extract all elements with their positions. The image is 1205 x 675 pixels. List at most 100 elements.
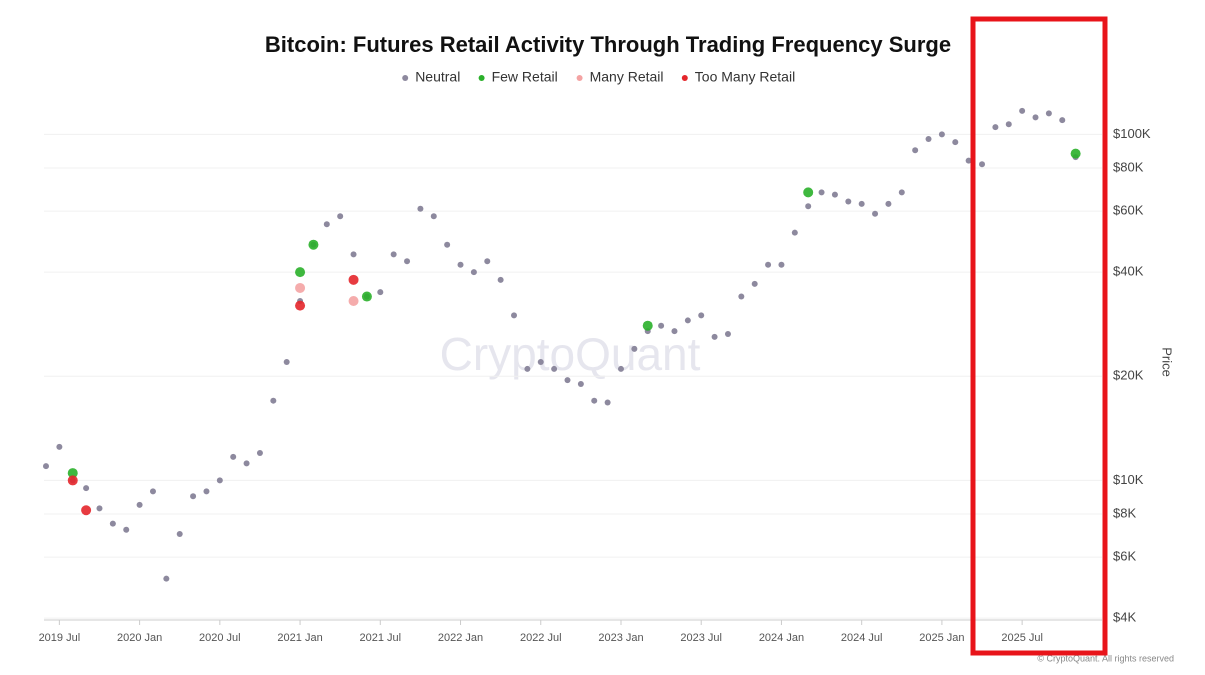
point	[765, 261, 772, 268]
point	[751, 280, 758, 287]
point	[524, 365, 531, 372]
point	[361, 291, 372, 302]
point	[698, 312, 705, 319]
x-tick-label: 2021 Jan	[277, 632, 322, 644]
point	[642, 320, 653, 331]
point	[348, 274, 359, 285]
x-tick-label: 2024 Jul	[841, 632, 883, 644]
point	[1059, 117, 1066, 124]
point	[295, 282, 306, 293]
point	[67, 475, 78, 486]
legend-label: Few Retail	[492, 69, 558, 85]
point	[337, 213, 344, 220]
point	[912, 147, 919, 154]
point	[83, 485, 90, 492]
point	[1019, 107, 1026, 114]
plot-area	[43, 107, 1102, 619]
point	[470, 269, 477, 276]
point	[323, 221, 330, 228]
point	[803, 187, 814, 198]
x-tick-label: 2025 Jan	[919, 632, 964, 644]
legend-label: Neutral	[415, 69, 460, 85]
point	[898, 189, 905, 196]
point	[925, 136, 932, 143]
point	[350, 251, 357, 258]
point	[938, 131, 945, 138]
point	[444, 241, 451, 248]
x-tick-label: 2025 Jul	[1001, 632, 1043, 644]
point	[377, 289, 384, 296]
point	[404, 258, 411, 265]
point	[270, 397, 277, 404]
point	[203, 488, 210, 495]
point	[577, 380, 584, 387]
footer: © CryptoQuant. All rights reserved	[1037, 653, 1174, 663]
point	[149, 488, 156, 495]
point	[631, 345, 638, 352]
point	[671, 328, 678, 335]
point	[965, 157, 972, 164]
legend-marker	[478, 75, 485, 81]
point	[256, 450, 263, 457]
point	[1005, 121, 1012, 128]
y-tick-label: $80K	[1113, 159, 1144, 174]
point	[230, 453, 237, 460]
point	[564, 377, 571, 384]
point	[497, 276, 504, 283]
point	[123, 526, 130, 533]
y-tick-label: $8K	[1113, 505, 1136, 520]
point	[872, 210, 879, 217]
legend: Neutral Few Retail Many Retail Too Many Ret…	[402, 69, 795, 85]
chart-title: Bitcoin: Futures Retail Activity Through…	[265, 32, 951, 57]
y-tick-label: $100K	[1113, 126, 1151, 141]
point	[295, 300, 306, 311]
point	[778, 261, 785, 268]
point	[858, 200, 865, 207]
x-tick-label: 2022 Jan	[438, 632, 483, 644]
x-tick-label: 2024 Jan	[759, 632, 804, 644]
point	[1032, 114, 1039, 121]
x-tick-label: 2023 Jan	[598, 632, 643, 644]
x-tick-label: 2020 Jan	[117, 632, 162, 644]
x-tick-label: 2023 Jul	[680, 632, 722, 644]
point	[457, 261, 464, 268]
point	[604, 399, 611, 406]
x-tick-label: 2022 Jul	[520, 632, 562, 644]
highlight-box	[970, 16, 1108, 656]
point	[283, 358, 290, 365]
point	[738, 293, 745, 300]
point	[1045, 110, 1052, 117]
point	[417, 205, 424, 212]
y-tick-label: $40K	[1113, 264, 1144, 279]
point	[724, 330, 731, 337]
point	[390, 251, 397, 258]
point	[163, 575, 170, 582]
point	[295, 267, 306, 278]
y-tick-label: $60K	[1113, 203, 1144, 218]
point	[308, 239, 319, 250]
point	[511, 312, 518, 319]
y-tick-label: $6K	[1113, 549, 1136, 564]
legend-marker	[576, 75, 583, 81]
point	[992, 124, 999, 131]
legend-label: Many Retail	[590, 69, 664, 85]
point	[430, 213, 437, 220]
point	[484, 258, 491, 265]
point	[67, 468, 78, 479]
point	[805, 203, 812, 210]
point	[348, 296, 359, 307]
point	[885, 200, 892, 207]
point	[136, 501, 143, 508]
point	[96, 505, 103, 512]
watermark: CryptoQuant	[440, 328, 701, 380]
y-tick-label: $20K	[1113, 368, 1144, 383]
point	[831, 191, 838, 198]
point	[1070, 148, 1081, 159]
point	[551, 365, 558, 372]
point	[591, 397, 598, 404]
point	[216, 477, 223, 484]
point	[109, 520, 116, 527]
point	[952, 139, 959, 146]
point	[617, 365, 624, 372]
